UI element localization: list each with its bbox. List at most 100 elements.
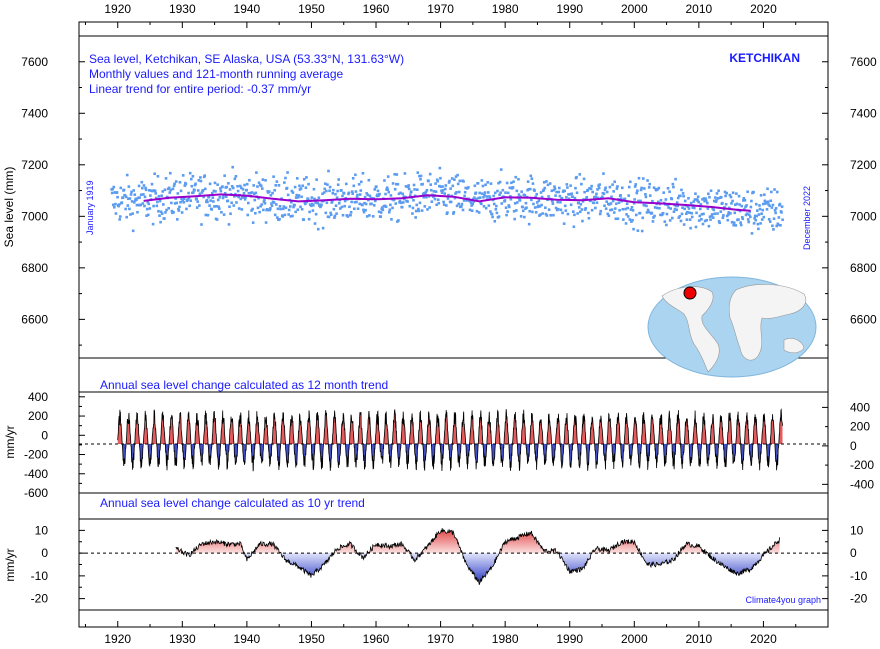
monthly-point bbox=[580, 182, 583, 186]
monthly-point bbox=[550, 189, 554, 193]
monthly-point bbox=[129, 193, 133, 196]
monthly-point bbox=[739, 223, 743, 227]
monthly-point bbox=[632, 201, 636, 205]
annual-y-label-left: -200 bbox=[24, 448, 48, 462]
monthly-point bbox=[263, 198, 266, 202]
monthly-point bbox=[469, 201, 473, 204]
monthly-point bbox=[161, 190, 165, 193]
monthly-point bbox=[412, 198, 415, 202]
monthly-point bbox=[584, 207, 587, 210]
monthly-point bbox=[176, 192, 180, 195]
monthly-point bbox=[216, 183, 219, 186]
monthly-point bbox=[186, 198, 190, 201]
monthly-point bbox=[584, 197, 588, 201]
monthly-point bbox=[155, 196, 158, 200]
monthly-point bbox=[324, 211, 328, 215]
monthly-point bbox=[674, 204, 678, 208]
monthly-point bbox=[533, 189, 536, 192]
monthly-point bbox=[559, 200, 562, 204]
monthly-point bbox=[278, 217, 281, 221]
monthly-point bbox=[424, 192, 427, 195]
monthly-point bbox=[358, 202, 361, 206]
monthly-point bbox=[192, 191, 195, 194]
monthly-point bbox=[744, 205, 747, 209]
monthly-point bbox=[579, 202, 583, 206]
monthly-point bbox=[481, 184, 485, 188]
monthly-point bbox=[615, 202, 618, 206]
monthly-point bbox=[236, 184, 239, 188]
monthly-point bbox=[253, 198, 257, 202]
annual-y-label-left: -400 bbox=[24, 467, 48, 481]
monthly-point bbox=[125, 173, 129, 177]
monthly-point bbox=[437, 201, 441, 205]
monthly-point bbox=[598, 183, 601, 186]
monthly-point bbox=[172, 184, 176, 188]
monthly-point bbox=[535, 192, 539, 196]
monthly-point bbox=[208, 182, 212, 186]
monthly-point bbox=[179, 189, 183, 193]
monthly-point bbox=[353, 207, 356, 211]
monthly-point bbox=[671, 216, 674, 220]
monthly-point bbox=[734, 224, 738, 227]
monthly-point bbox=[301, 184, 304, 188]
monthly-point bbox=[364, 202, 368, 206]
monthly-point bbox=[580, 208, 584, 211]
monthly-point bbox=[519, 215, 523, 218]
monthly-point bbox=[521, 209, 525, 213]
monthly-point bbox=[182, 197, 186, 201]
monthly-point bbox=[702, 197, 706, 200]
monthly-point bbox=[499, 191, 502, 195]
monthly-point bbox=[305, 176, 308, 179]
monthly-point bbox=[154, 192, 158, 195]
decadal-y-label-right: -10 bbox=[850, 569, 868, 583]
monthly-point bbox=[622, 218, 625, 221]
monthly-point bbox=[475, 197, 478, 201]
monthly-point bbox=[525, 206, 528, 209]
monthly-point bbox=[714, 196, 717, 199]
monthly-point bbox=[135, 203, 139, 207]
monthly-point bbox=[300, 195, 303, 199]
monthly-point bbox=[740, 204, 744, 208]
monthly-point bbox=[683, 207, 686, 211]
monthly-point bbox=[775, 224, 779, 228]
monthly-point bbox=[704, 197, 707, 201]
monthly-point bbox=[321, 226, 325, 230]
monthly-point bbox=[613, 180, 617, 184]
monthly-point bbox=[506, 210, 509, 213]
monthly-point bbox=[563, 189, 567, 193]
monthly-point bbox=[281, 215, 285, 218]
monthly-point bbox=[314, 201, 317, 204]
monthly-point bbox=[615, 187, 619, 190]
monthly-point bbox=[212, 200, 215, 203]
monthly-point bbox=[138, 196, 141, 199]
monthly-point bbox=[616, 217, 620, 221]
monthly-point bbox=[179, 200, 182, 204]
monthly-point bbox=[482, 204, 486, 208]
monthly-point bbox=[152, 204, 155, 208]
x-tick-label-bottom: 2010 bbox=[686, 632, 713, 646]
monthly-point bbox=[526, 180, 530, 183]
monthly-point bbox=[706, 207, 710, 210]
monthly-point bbox=[636, 189, 639, 193]
monthly-point bbox=[419, 174, 423, 178]
monthly-point bbox=[183, 184, 187, 187]
monthly-point bbox=[445, 204, 448, 207]
monthly-point bbox=[167, 206, 170, 210]
monthly-point bbox=[481, 192, 484, 195]
monthly-point bbox=[124, 195, 128, 199]
monthly-point bbox=[196, 200, 200, 203]
monthly-point bbox=[596, 188, 599, 191]
monthly-point bbox=[652, 216, 655, 219]
monthly-point bbox=[589, 187, 593, 191]
monthly-point bbox=[403, 197, 406, 201]
monthly-point bbox=[336, 183, 340, 187]
monthly-point bbox=[297, 195, 300, 199]
monthly-point bbox=[418, 201, 422, 205]
monthly-point bbox=[609, 208, 612, 212]
monthly-point bbox=[371, 215, 375, 218]
monthly-point bbox=[715, 192, 719, 195]
monthly-point bbox=[774, 211, 777, 215]
monthly-point bbox=[518, 199, 522, 202]
monthly-point bbox=[331, 191, 335, 195]
monthly-point bbox=[435, 178, 439, 182]
